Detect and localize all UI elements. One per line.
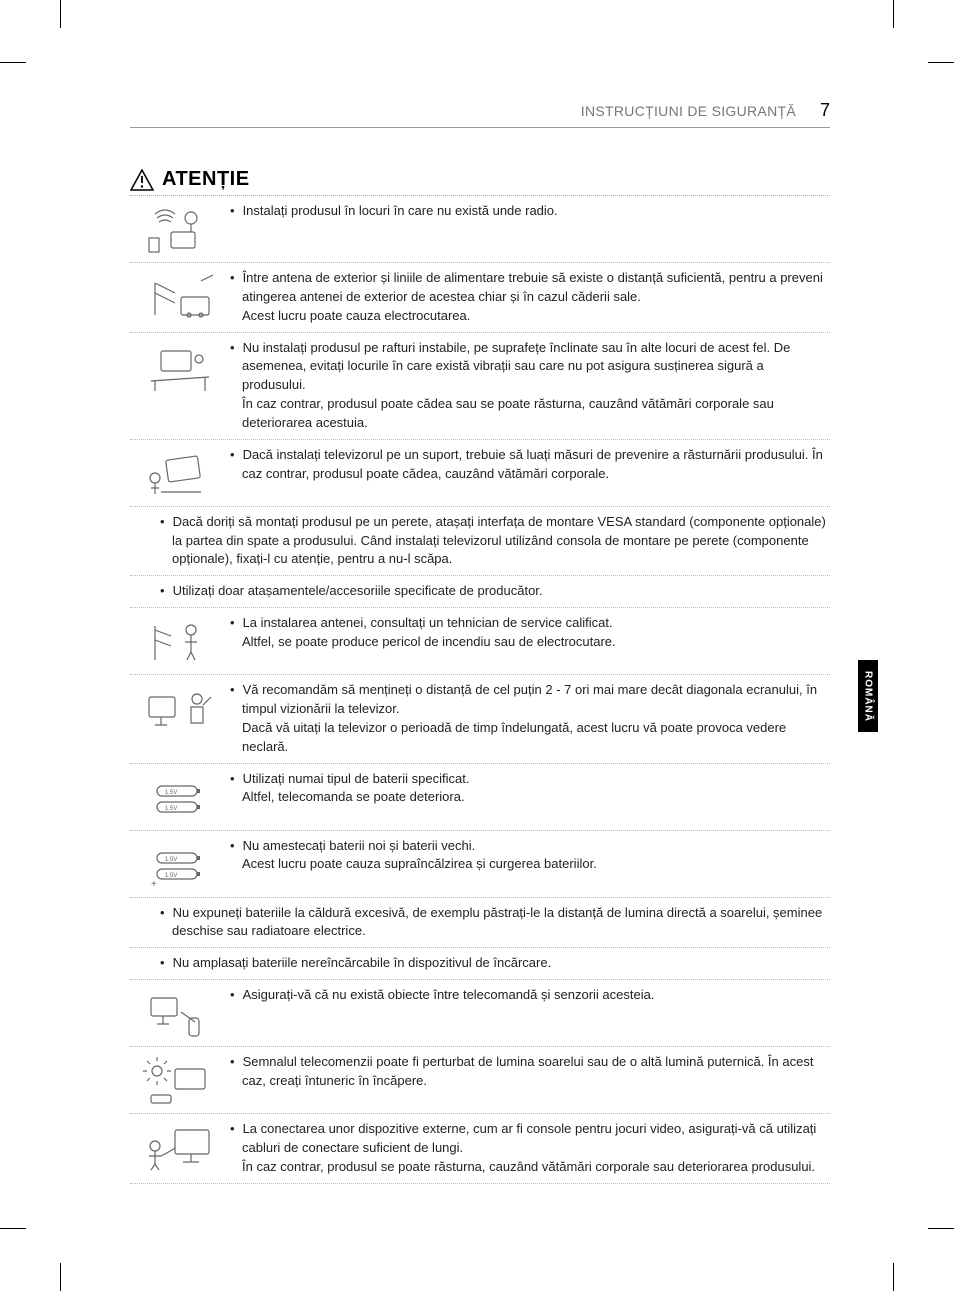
instruction-text: Nu instalați produsul pe rafturi instabi…: [242, 339, 830, 396]
header-title: INSTRUCȚIUNI DE SIGURANȚĂ: [581, 103, 796, 119]
radio-waves-icon: [130, 202, 230, 256]
instruction-text: Utilizați doar atașamentele/accesoriile …: [172, 582, 830, 601]
instruction-text: La conectarea unor dispozitive externe, …: [242, 1120, 830, 1158]
instruction-text-line: În caz contrar, produsul se poate răstur…: [242, 1158, 830, 1177]
cable-length-icon: [130, 1120, 230, 1177]
antenna-distance-icon: [130, 269, 230, 326]
instruction-text: Nu amestecați baterii noi și baterii vec…: [242, 837, 830, 856]
svg-text:+: +: [151, 879, 157, 890]
tv-stand-tip-icon: [130, 446, 230, 500]
instruction-text: Nu amplasați bateriile nereîncărcabile î…: [172, 954, 830, 973]
instruction-text-line: Acest lucru poate cauza electrocutarea.: [242, 307, 830, 326]
batteries-mix-icon: 1.5V 1.5V +: [130, 837, 230, 891]
instruction-item: Asigurați-vă că nu există obiecte între …: [130, 980, 830, 1047]
instruction-item: La conectarea unor dispozitive externe, …: [130, 1114, 830, 1184]
instruction-text: Între antena de exterior și liniile de a…: [242, 269, 830, 307]
svg-text:1.5V: 1.5V: [165, 790, 177, 796]
instruction-text-line: Altfel, se poate produce pericol de ince…: [242, 633, 830, 652]
svg-text:1.5V: 1.5V: [165, 873, 177, 879]
instruction-text-line: Acest lucru poate cauza supraîncălzirea …: [242, 855, 830, 874]
instruction-text-line: Altfel, telecomanda se poate deteriora.: [242, 788, 830, 807]
instruction-text: La instalarea antenei, consultați un teh…: [242, 614, 830, 633]
remote-sunlight-icon: [130, 1053, 230, 1107]
instruction-text: Dacă instalați televizorul pe un suport,…: [242, 446, 830, 484]
instruction-item: Nu expuneți bateriile la căldură excesiv…: [130, 898, 830, 949]
instruction-text: Instalați produsul în locuri în care nu …: [242, 202, 830, 221]
instruction-item: Instalați produsul în locuri în care nu …: [130, 196, 830, 263]
instruction-item: Între antena de exterior și liniile de a…: [130, 263, 830, 333]
instruction-item: Dacă doriți să montați produsul pe un pe…: [130, 507, 830, 577]
instruction-item: La instalarea antenei, consultați un teh…: [130, 608, 830, 675]
svg-text:1.5V: 1.5V: [165, 857, 177, 863]
instruction-item: Nu instalați produsul pe rafturi instabi…: [130, 333, 830, 440]
instruction-text: Utilizați numai tipul de baterii specifi…: [242, 770, 830, 789]
page-content: INSTRUCȚIUNI DE SIGURANȚĂ 7 ATENȚIE Inst…: [130, 100, 830, 1184]
instruction-item: Semnalul telecomenzii poate fi perturbat…: [130, 1047, 830, 1114]
instruction-item: Nu amplasați bateriile nereîncărcabile î…: [130, 948, 830, 980]
instruction-item: 1.5V 1.5V + Nu amestecați baterii noi și ba…: [130, 831, 830, 898]
remote-obstacle-icon: [130, 986, 230, 1040]
instruction-text-line: În caz contrar, produsul poate cădea sau…: [242, 395, 830, 433]
caution-icon: [130, 169, 154, 191]
instruction-text: Semnalul telecomenzii poate fi perturbat…: [242, 1053, 830, 1091]
instruction-text: Vă recomandăm să mențineți o distanță de…: [242, 681, 830, 719]
instruction-text: Nu expuneți bateriile la căldură excesiv…: [172, 904, 830, 942]
section-heading: ATENȚIE: [130, 168, 830, 196]
page-header: INSTRUCȚIUNI DE SIGURANȚĂ 7: [130, 100, 830, 128]
technician-antenna-icon: [130, 614, 230, 668]
instruction-text-line: Dacă vă uitați la televizor o perioadă d…: [242, 719, 830, 757]
viewing-distance-icon: [130, 681, 230, 756]
language-tab: ROMÂNĂ: [858, 660, 878, 732]
unstable-shelf-icon: [130, 339, 230, 433]
instruction-item: Dacă instalați televizorul pe un suport,…: [130, 440, 830, 507]
page-number: 7: [820, 100, 830, 121]
instruction-text: Asigurați-vă că nu există obiecte între …: [242, 986, 830, 1005]
instruction-item: Vă recomandăm să mențineți o distanță de…: [130, 675, 830, 763]
batteries-type-icon: 1.5V 1.5V: [130, 770, 230, 824]
instruction-item: 1.5V 1.5V Utilizați numai tipul de baterii…: [130, 764, 830, 831]
section-title: ATENȚIE: [162, 168, 250, 191]
instruction-item: Utilizați doar atașamentele/accesoriile …: [130, 576, 830, 608]
svg-text:1.5V: 1.5V: [165, 806, 177, 812]
instruction-text: Dacă doriți să montați produsul pe un pe…: [172, 513, 830, 570]
